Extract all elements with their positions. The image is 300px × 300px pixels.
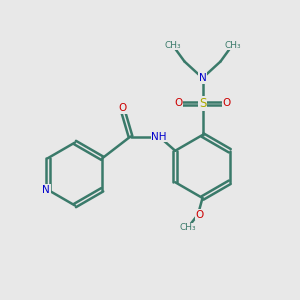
Text: O: O — [174, 98, 183, 109]
Text: N: N — [42, 185, 50, 195]
Text: CH₃: CH₃ — [164, 40, 181, 50]
Text: CH₃: CH₃ — [179, 224, 196, 232]
Text: N: N — [199, 73, 206, 83]
Text: O: O — [119, 103, 127, 113]
Text: S: S — [199, 97, 206, 110]
Text: CH₃: CH₃ — [224, 40, 241, 50]
Text: NH: NH — [151, 131, 167, 142]
Text: O: O — [222, 98, 231, 109]
Text: O: O — [195, 209, 204, 220]
